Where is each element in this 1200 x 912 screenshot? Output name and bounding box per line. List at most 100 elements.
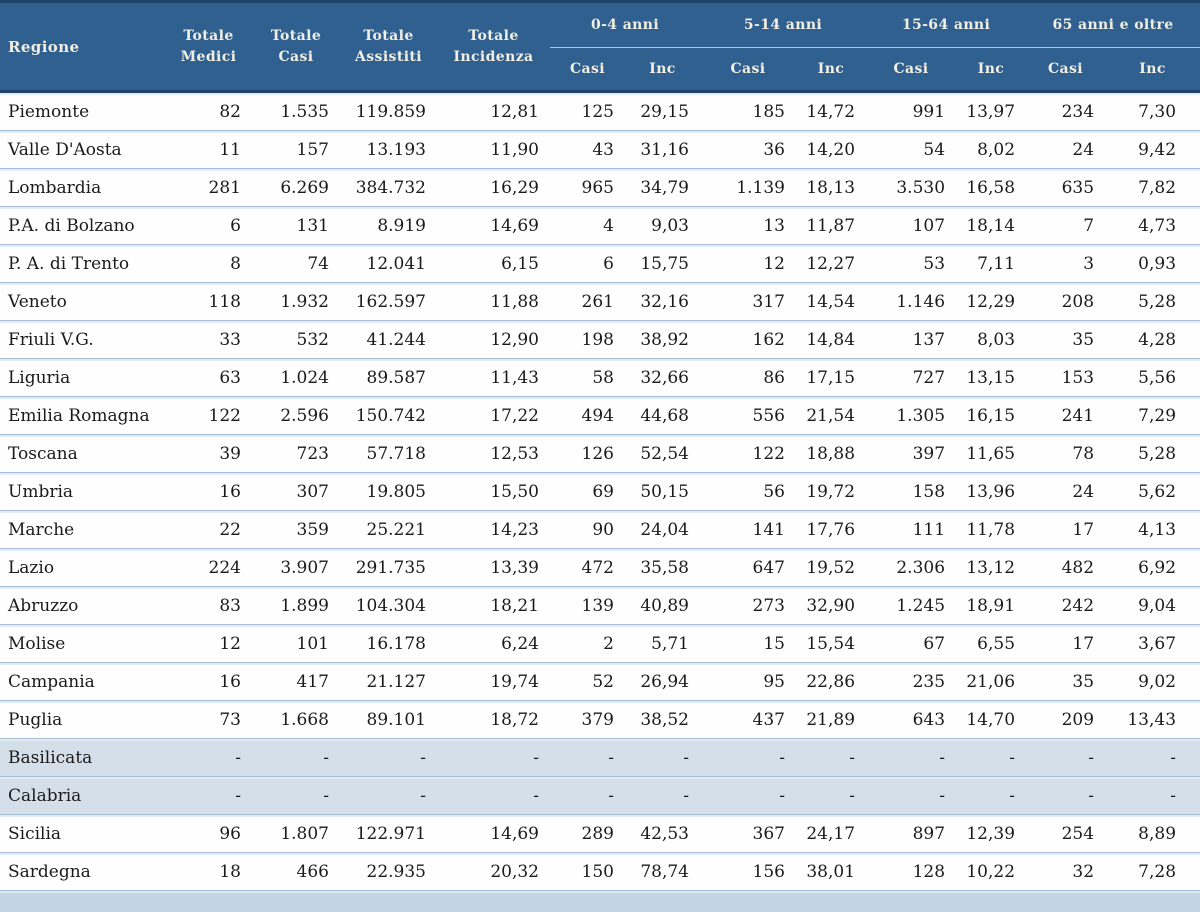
value-cell: 19,72 [796,472,867,511]
value-cell: 38,01 [796,852,867,890]
value-cell: 22 [165,510,252,549]
value-cell: 1.146 [866,282,957,321]
value-cell: 36 [700,130,796,169]
value-cell: 41.244 [340,320,437,359]
value-cell: 118 [165,282,252,321]
column-group-5-14-anni: 5-14 anni [700,1,867,48]
region-cell: Puglia [0,700,165,739]
table-row: Molise 12 101 16.178 6,24 2 5,71 15 15,54 67 6,55 1… [0,624,1200,663]
value-cell: 14,69 [437,814,550,853]
subheader-casi-0-4: Casi [550,47,625,92]
value-cell: 12,81 [437,91,550,131]
value-cell: 6 [165,206,252,245]
value-cell: 9,02 [1105,662,1200,701]
value-cell: 4,13 [1105,510,1200,549]
value-cell: 18,88 [796,434,867,473]
value-cell: 532 [252,320,340,359]
value-cell: 4,28 [1105,320,1200,359]
value-cell: 86 [700,358,796,397]
value-cell: 139 [550,586,625,625]
value-cell: 8,03 [956,320,1027,359]
value-cell: 16,58 [956,168,1027,207]
value-cell: - [1026,738,1106,777]
value-cell: 24,17 [796,814,867,853]
value-cell: - [956,776,1027,815]
value-cell: 74 [252,244,340,283]
column-header-totale-incidenza: Totale Incidenza [437,1,550,92]
value-cell: 6,92 [1105,548,1200,587]
value-cell: - [796,738,867,777]
value-cell: 50,15 [625,472,700,511]
value-cell: 16,29 [437,168,550,207]
value-cell: - [956,738,1027,777]
value-cell: - [550,738,625,777]
value-cell: 29,15 [625,91,700,131]
value-cell: 15,54 [796,624,867,663]
region-cell: Basilicata [0,738,165,777]
value-cell: 965 [550,168,625,207]
table-row: Calabria - - - - - - - - - - - - [0,776,1200,815]
value-cell: 16,15 [956,396,1027,435]
subheader-casi-15-64: Casi [866,47,957,92]
value-cell: 5,28 [1105,282,1200,321]
value-cell: 33 [165,320,252,359]
value-cell: 40,89 [625,586,700,625]
value-cell: 78,74 [625,852,700,890]
table-row: Liguria 63 1.024 89.587 11,43 58 32,66 86 17,15 7… [0,358,1200,397]
value-cell: 31,16 [625,130,700,169]
value-cell: 991 [866,91,957,131]
value-cell: 9,42 [1105,130,1200,169]
value-cell: 417 [252,662,340,701]
value-cell: 111 [866,510,957,549]
value-cell: 6 [550,244,625,283]
value-cell: 7,30 [1105,91,1200,131]
value-cell: 19.805 [340,472,437,511]
value-cell: 19,74 [437,662,550,701]
value-cell: 11,90 [437,130,550,169]
value-cell: 15 [700,624,796,663]
value-cell: 289 [550,814,625,853]
table-body: Piemonte 82 1.535 119.859 12,81 125 29,15 185 14… [0,91,1200,890]
value-cell: 13,15 [956,358,1027,397]
value-cell: 96 [165,814,252,853]
subheader-inc-15-64: Inc [956,47,1027,92]
value-cell: - [625,738,700,777]
value-cell: - [165,776,252,815]
value-cell: 16.178 [340,624,437,663]
value-cell: 12,39 [956,814,1027,853]
value-cell: 52 [550,662,625,701]
value-cell: 1.668 [252,700,340,739]
value-cell: 437 [700,700,796,739]
value-cell: 12,29 [956,282,1027,321]
region-cell: Marche [0,510,165,549]
column-header-totale-assistiti: Totale Assistiti [340,1,437,92]
value-cell: 32,16 [625,282,700,321]
value-cell: 3.907 [252,548,340,587]
column-group-65-anni-e-oltre: 65 anni e oltre [1026,1,1200,48]
value-cell: 7 [1026,206,1106,245]
value-cell: 42,53 [625,814,700,853]
value-cell: 18,91 [956,586,1027,625]
value-cell: 8.919 [340,206,437,245]
value-cell: 397 [866,434,957,473]
subheader-inc-65: Inc [1105,47,1200,92]
value-cell: 317 [700,282,796,321]
value-cell: 209 [1026,700,1106,739]
value-cell: 131 [252,206,340,245]
value-cell: 162 [700,320,796,359]
subheader-casi-5-14: Casi [700,47,796,92]
table-row: Marche 22 359 25.221 14,23 90 24,04 141 17,76 111… [0,510,1200,549]
value-cell: 466 [252,852,340,890]
value-cell: 89.101 [340,700,437,739]
value-cell: 723 [252,434,340,473]
value-cell: 17,15 [796,358,867,397]
value-cell: 11,65 [956,434,1027,473]
value-cell: 107 [866,206,957,245]
value-cell: 13,43 [1105,700,1200,739]
column-header-totale-medici: Totale Medici [165,1,252,92]
region-cell: Sicilia [0,814,165,853]
value-cell: 21,89 [796,700,867,739]
value-cell: 13,39 [437,548,550,587]
value-cell: 150 [550,852,625,890]
value-cell: 95 [700,662,796,701]
